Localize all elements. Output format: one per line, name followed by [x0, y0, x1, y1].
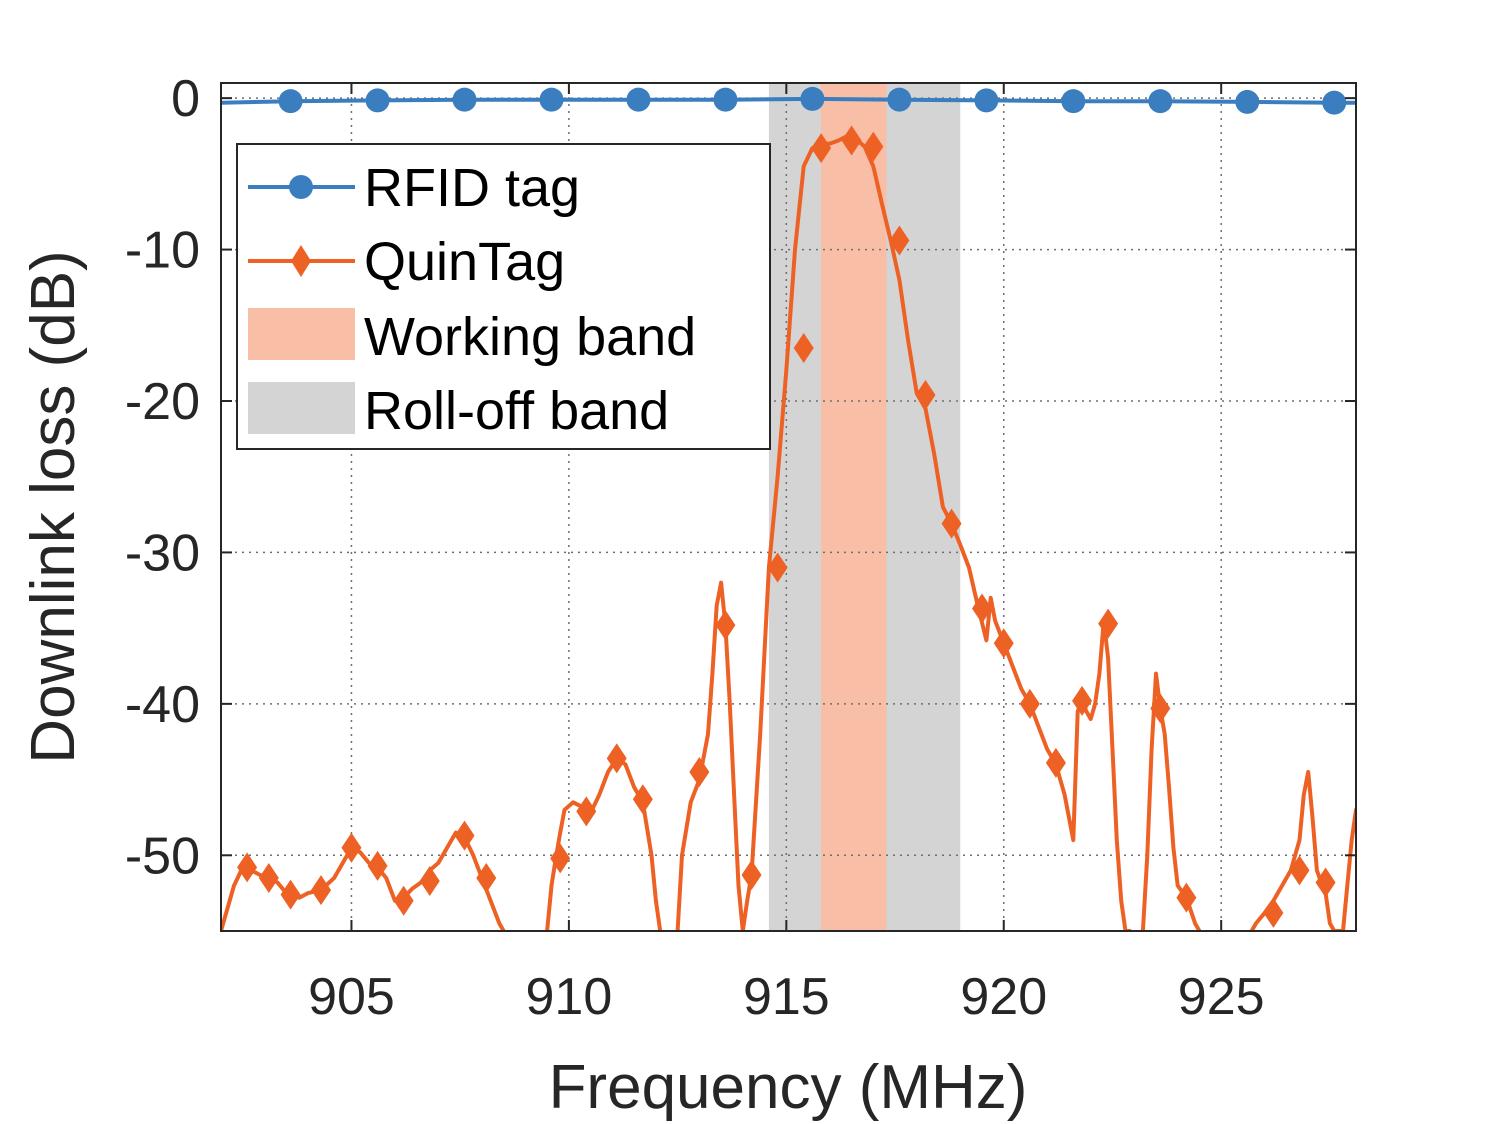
legend-label-rfid-tag: RFID tag	[364, 158, 580, 218]
legend-label-roll-off-band: Roll-off band	[364, 381, 669, 441]
quintag-diamond-marker	[1263, 897, 1284, 928]
legend-label-quintag: QuinTag	[364, 232, 565, 292]
quintag-diamond-marker	[863, 131, 884, 162]
y-tick-label: 0	[171, 70, 200, 128]
x-tick-label: 915	[743, 968, 830, 1026]
legend-item-working-band: Working band	[248, 307, 696, 367]
quintag-diamond-marker	[454, 820, 475, 851]
rfid-tag-circle-marker	[887, 87, 912, 112]
quintag-diamond-marker	[1176, 882, 1197, 913]
series-layer	[221, 86, 1356, 931]
x-tick-label: 910	[526, 968, 613, 1026]
quintag-diamond-marker	[476, 863, 497, 893]
quintag-diamond-marker	[280, 879, 301, 910]
series-rfid-tag	[221, 86, 1356, 115]
rfid-tag-circle-marker	[539, 87, 564, 112]
y-tick-label: -10	[125, 222, 200, 280]
x-tick-label: 905	[308, 968, 395, 1026]
quintag-diamond-marker	[1289, 855, 1310, 886]
y-tick-labels: 0 -10 -20 -30 -40 -50	[125, 70, 200, 885]
rfid-tag-circle-marker	[365, 88, 390, 113]
x-tick-label: 920	[960, 968, 1047, 1026]
legend: RFID tag QuinTag Working band Roll-off b…	[236, 143, 771, 450]
rfid-tag-circle-marker	[278, 89, 303, 114]
rfid-tag-circle-marker	[452, 87, 477, 112]
quintag-line-segment	[1249, 770, 1356, 931]
quintag-diamond-marker	[258, 863, 279, 893]
plot-area	[220, 82, 1357, 932]
rfid-tag-circle-marker	[1148, 89, 1173, 114]
quintag-diamond-marker	[811, 133, 832, 164]
rfid-tag-circle-marker	[1235, 89, 1260, 114]
rfid-tag-circle-marker	[626, 87, 651, 112]
quintag-diamond-marker	[419, 866, 440, 897]
legend-item-roll-off-band: Roll-off band	[248, 381, 669, 441]
rfid-tag-circle-marker	[974, 88, 999, 113]
quintag-diamond-marker	[689, 757, 710, 787]
plot-frame	[220, 82, 1357, 932]
rfid-tag-circle-marker	[713, 87, 738, 112]
legend-quintag-diamond-icon	[291, 245, 311, 277]
series-clip-group	[221, 86, 1356, 931]
quintag-diamond-marker	[1098, 608, 1119, 639]
quintag-diamond-marker	[941, 508, 962, 539]
quintag-diamond-marker	[741, 859, 762, 890]
y-tick-label: -50	[125, 827, 200, 885]
x-tick-labels: 905 910 915 920 925	[308, 968, 1264, 1026]
y-tick-label: -30	[125, 524, 200, 582]
legend-rfid-circle-icon	[289, 175, 313, 199]
quintag-diamond-marker	[972, 593, 993, 624]
legend-item-quintag: QuinTag	[248, 232, 565, 292]
quintag-diamond-marker	[1150, 693, 1171, 724]
rfid-tag-circle-marker	[1061, 89, 1086, 114]
quintag-diamond-marker	[311, 875, 332, 906]
rfid-tag-circle-marker	[1322, 90, 1347, 115]
legend-item-rfid-tag: RFID tag	[248, 158, 580, 218]
quintag-line-segment	[545, 756, 663, 931]
quintag-diamond-marker	[393, 885, 414, 916]
series-quintag	[221, 125, 1356, 931]
quintag-diamond-marker	[1019, 688, 1040, 719]
quintag-diamond-marker	[793, 333, 814, 363]
y-tick-label: -40	[125, 676, 200, 734]
quintag-diamond-marker	[237, 852, 258, 883]
bands	[768, 83, 961, 931]
quintag-diamond-marker	[550, 843, 571, 874]
working-band-rect	[821, 83, 887, 931]
quintag-diamond-marker	[632, 784, 653, 815]
quintag-diamond-marker	[915, 379, 936, 410]
quintag-diamond-marker	[1045, 747, 1066, 778]
x-axis-title: Frequency (MHz)	[549, 1053, 1028, 1122]
y-axis-title: Downlink loss (dB)	[19, 250, 88, 763]
x-tick-label: 925	[1178, 968, 1265, 1026]
quintag-diamond-marker	[1072, 685, 1093, 716]
quintag-diamond-marker	[993, 628, 1014, 659]
quintag-diamond-marker	[576, 796, 597, 827]
quintag-diamond-marker	[715, 610, 736, 641]
y-tick-label: -20	[125, 373, 200, 431]
quintag-diamond-marker	[767, 552, 788, 583]
quintag-diamond-marker	[606, 743, 627, 774]
quintag-diamond-marker	[889, 225, 910, 256]
quintag-diamond-marker	[367, 850, 388, 881]
legend-roll-off-band-patch	[248, 382, 355, 434]
quintag-diamond-marker	[841, 125, 862, 156]
quintag-diamond-marker	[1315, 867, 1336, 898]
quintag-diamond-marker	[341, 832, 362, 863]
legend-label-working-band: Working band	[364, 307, 696, 367]
rfid-tag-circle-marker	[800, 86, 825, 111]
frame-ticks	[221, 83, 1356, 931]
legend-working-band-patch	[248, 308, 355, 360]
